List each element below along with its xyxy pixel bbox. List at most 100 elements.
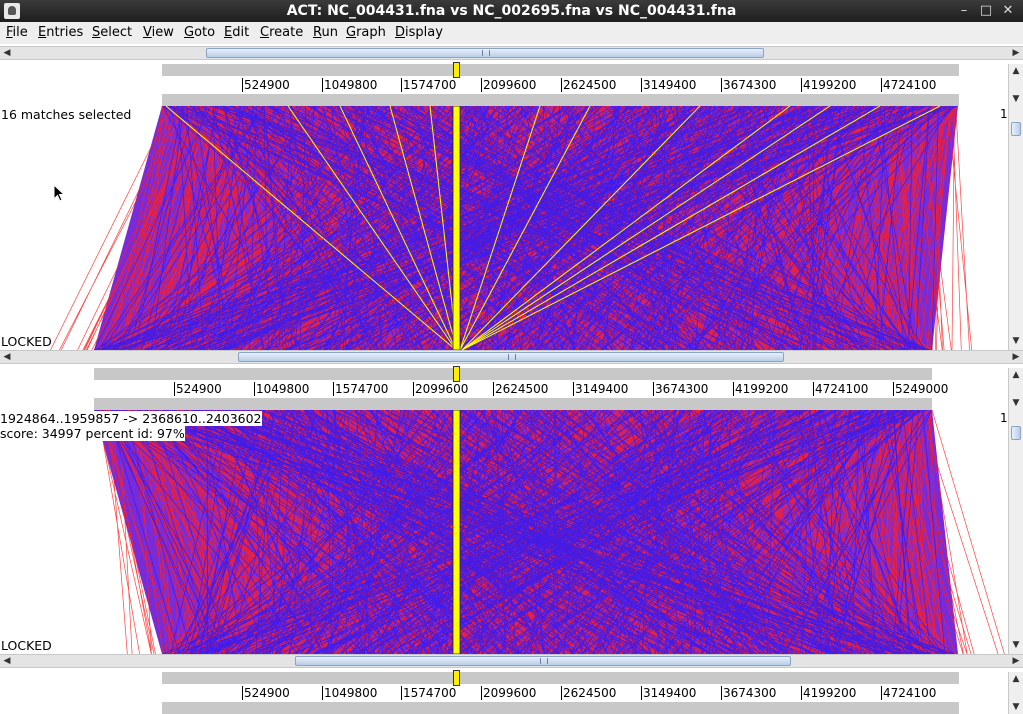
- selected-matches: [165, 106, 941, 350]
- selected-match-line: [165, 106, 457, 350]
- scroll-down-icon[interactable]: ▼: [1012, 702, 1020, 712]
- scroll-right-icon[interactable]: ▶: [1012, 656, 1020, 666]
- selected-match-line: [461, 106, 701, 350]
- window-titlebar: ACT: NC_004431.fna vs NC_002695.fna vs N…: [0, 0, 1023, 22]
- ruler-tick-label: 2099600: [481, 78, 537, 92]
- selected-match-line: [287, 106, 457, 350]
- scrollbar-thumb[interactable]: [295, 656, 791, 666]
- menu-create[interactable]: Create: [260, 25, 304, 40]
- selected-match-line: [459, 106, 541, 350]
- selected-match-line: [339, 106, 457, 350]
- scroll-down-icon[interactable]: ▼: [1012, 336, 1020, 346]
- selection-status: 16 matches selected: [1, 107, 132, 122]
- comparison1-locked-label: LOCKED: [1, 334, 52, 349]
- maximize-button[interactable]: □: [979, 3, 993, 18]
- mouse-pointer-icon: [53, 184, 65, 202]
- sequence1-cursor-marker[interactable]: [453, 62, 460, 78]
- ruler-tick-label: 3674300: [721, 78, 777, 92]
- menu-file[interactable]: File: [6, 25, 28, 40]
- scrollbar-thumb[interactable]: [1011, 122, 1021, 136]
- selected-match-line: [461, 106, 831, 350]
- sequence3-forward-strand: [162, 672, 959, 684]
- sequence1-vertical-scrollbar[interactable]: ▲ ▼: [1008, 64, 1023, 106]
- selected-match-line: [389, 106, 458, 350]
- selected-match-line: [461, 106, 791, 350]
- ruler-tick-label: 4199200: [733, 382, 789, 396]
- scroll-down-icon[interactable]: ▼: [1012, 398, 1020, 408]
- scrollbar-thumb[interactable]: [1011, 426, 1021, 440]
- sequence3-vertical-scrollbar[interactable]: ▲ ▼: [1008, 672, 1023, 714]
- scroll-up-icon[interactable]: ▲: [1012, 66, 1020, 76]
- scroll-left-icon[interactable]: ◀: [3, 352, 11, 362]
- selected-match-line: [459, 106, 591, 350]
- ruler-tick-label: 4724100: [881, 78, 937, 92]
- sequence2-reverse-strand: [94, 398, 932, 410]
- ruler-tick-label: 1049800: [254, 382, 310, 396]
- minimize-button[interactable]: –: [960, 3, 968, 18]
- sequence3-horizontal-scrollbar[interactable]: ◀ ▶: [0, 654, 1023, 668]
- comparison2-vertical-scrollbar[interactable]: ▼: [1008, 410, 1023, 654]
- match-lines: [94, 410, 1005, 654]
- comparison1-vertical-scrollbar[interactable]: ▼: [1008, 106, 1023, 350]
- comparison2-locked-label: LOCKED: [1, 638, 52, 653]
- scrollbar-thumb[interactable]: [206, 48, 764, 58]
- menu-select[interactable]: Select: [92, 25, 133, 40]
- reverse-matches: [94, 410, 955, 654]
- scroll-left-icon[interactable]: ◀: [3, 656, 11, 666]
- scroll-left-icon[interactable]: ◀: [3, 48, 11, 58]
- ruler-tick-label: 2624500: [493, 382, 549, 396]
- sequence2-vertical-scrollbar[interactable]: ▲ ▼: [1008, 368, 1023, 410]
- scroll-right-icon[interactable]: ▶: [1012, 48, 1020, 58]
- menu-view[interactable]: View: [143, 25, 174, 40]
- menu-display[interactable]: Display: [395, 25, 443, 40]
- ruler-tick-label: 4199200: [801, 78, 857, 92]
- ruler-tick-label: 5249000: [893, 382, 949, 396]
- scroll-down-icon[interactable]: ▼: [1012, 640, 1020, 650]
- scroll-up-icon[interactable]: ▲: [1012, 370, 1020, 380]
- selected-match-line: [429, 106, 458, 350]
- scroll-up-icon[interactable]: ▲: [1012, 674, 1020, 684]
- sequence2-forward-strand: [94, 368, 932, 380]
- match-range-info: 1924864..1959857 -> 2368610..2403602: [0, 411, 262, 426]
- comparison1-match-view[interactable]: [0, 106, 1008, 350]
- grip-icon: [482, 50, 490, 56]
- match-score-info: score: 34997 percent id: 97%: [0, 426, 185, 441]
- comparison2-match-view[interactable]: [0, 410, 1008, 654]
- ruler-tick-label: 1049800: [322, 78, 378, 92]
- ruler-tick-label: 1574700: [401, 78, 457, 92]
- sequence2-cursor-marker[interactable]: [453, 366, 460, 382]
- ruler-tick-label: 524900: [174, 382, 222, 396]
- sequence2-horizontal-scrollbar[interactable]: ◀ ▶: [0, 350, 1023, 364]
- ruler-tick-label: 2624500: [561, 686, 617, 700]
- scrollbar-thumb[interactable]: [238, 352, 784, 362]
- ruler-tick-label: 2099600: [413, 382, 469, 396]
- ruler-tick-label: 3674300: [721, 686, 777, 700]
- ruler-tick-label: 2624500: [561, 78, 617, 92]
- ruler-tick-label: 3149400: [641, 78, 697, 92]
- sequence1-horizontal-scrollbar[interactable]: ◀ ▶: [0, 46, 1023, 60]
- highlighted-match-bar: [452, 410, 461, 654]
- ruler-tick-label: 3149400: [573, 382, 629, 396]
- close-button[interactable]: ✕: [1002, 3, 1014, 18]
- menu-entries[interactable]: Entries: [38, 25, 84, 40]
- sequence3-cursor-marker[interactable]: [453, 670, 460, 686]
- scroll-right-icon[interactable]: ▶: [1012, 352, 1020, 362]
- ruler-tick-label: 4724100: [881, 686, 937, 700]
- menu-graph[interactable]: Graph: [346, 25, 386, 40]
- grip-icon: [508, 354, 516, 360]
- ruler-tick-label: 524900: [242, 686, 290, 700]
- ruler-tick-label: 1574700: [401, 686, 457, 700]
- ruler-tick-label: 4724100: [813, 382, 869, 396]
- ruler-tick-label: 2099600: [481, 686, 537, 700]
- menu-edit[interactable]: Edit: [224, 25, 250, 40]
- menu-bar: File Entries Select View Goto Edit Creat…: [0, 22, 1023, 44]
- ruler-tick-label: 524900: [242, 78, 290, 92]
- menu-run[interactable]: Run: [313, 25, 338, 40]
- selected-match-line: [461, 106, 881, 350]
- scroll-down-icon[interactable]: ▼: [1012, 94, 1020, 104]
- selected-matches: [452, 410, 461, 654]
- comparison1-side-number: 1: [1000, 107, 1008, 121]
- menu-goto[interactable]: Goto: [184, 25, 216, 40]
- ruler-tick-label: 3149400: [641, 686, 697, 700]
- ruler-tick-label: 3674300: [653, 382, 709, 396]
